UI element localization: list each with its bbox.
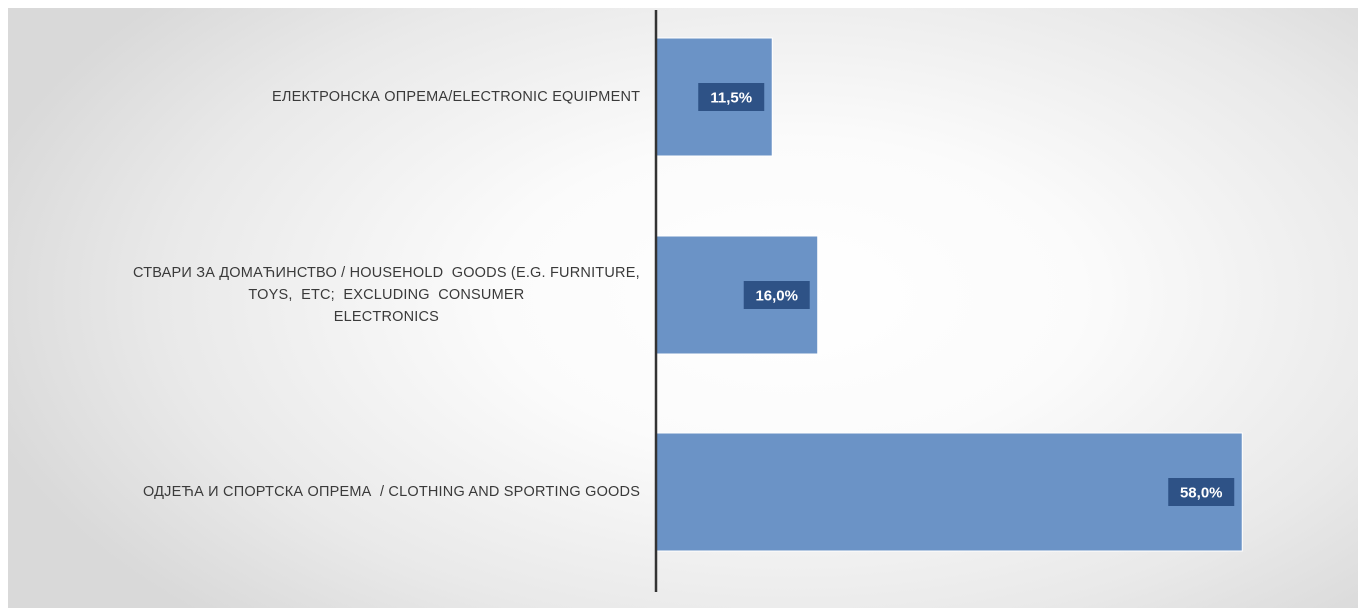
- bar-3: [655, 432, 1243, 552]
- category-label-line: TOYS, ETC; EXCLUDING CONSUMER: [248, 287, 525, 303]
- category-label-line: ELECTRONICS: [333, 309, 440, 325]
- category-label-line: ОДЈЕЋА И СПОРТСКА ОПРЕМА / CLOTHING AND …: [143, 484, 641, 500]
- data-label-box-1: [698, 83, 765, 111]
- data-label-box-2: [743, 281, 810, 309]
- data-label-2: 16,0%: [755, 288, 798, 305]
- data-label-box-3: [1168, 478, 1235, 506]
- category-label-line: СТВАРИ ЗА ДОМАЋИНСТВО / HOUSEHOLD GOODS …: [133, 265, 640, 281]
- data-label-1: 11,5%: [710, 90, 752, 107]
- category-label-line: ЕЛЕКТРОНСКА ОПРЕМА/ELECTRONIC EQUIPMENT: [272, 89, 641, 105]
- category-label-3: ОДЈЕЋА И СПОРТСКА ОПРЕМА / CLOTHING AND …: [143, 481, 640, 503]
- data-label-3: 58,0%: [1180, 485, 1223, 502]
- category-label-2: СТВАРИ ЗА ДОМАЋИНСТВО / HOUSEHOLD GOODS …: [133, 262, 640, 328]
- category-label-1: ЕЛЕКТРОНСКА ОПРЕМА/ELECTRONIC EQUIPMENT: [272, 86, 640, 108]
